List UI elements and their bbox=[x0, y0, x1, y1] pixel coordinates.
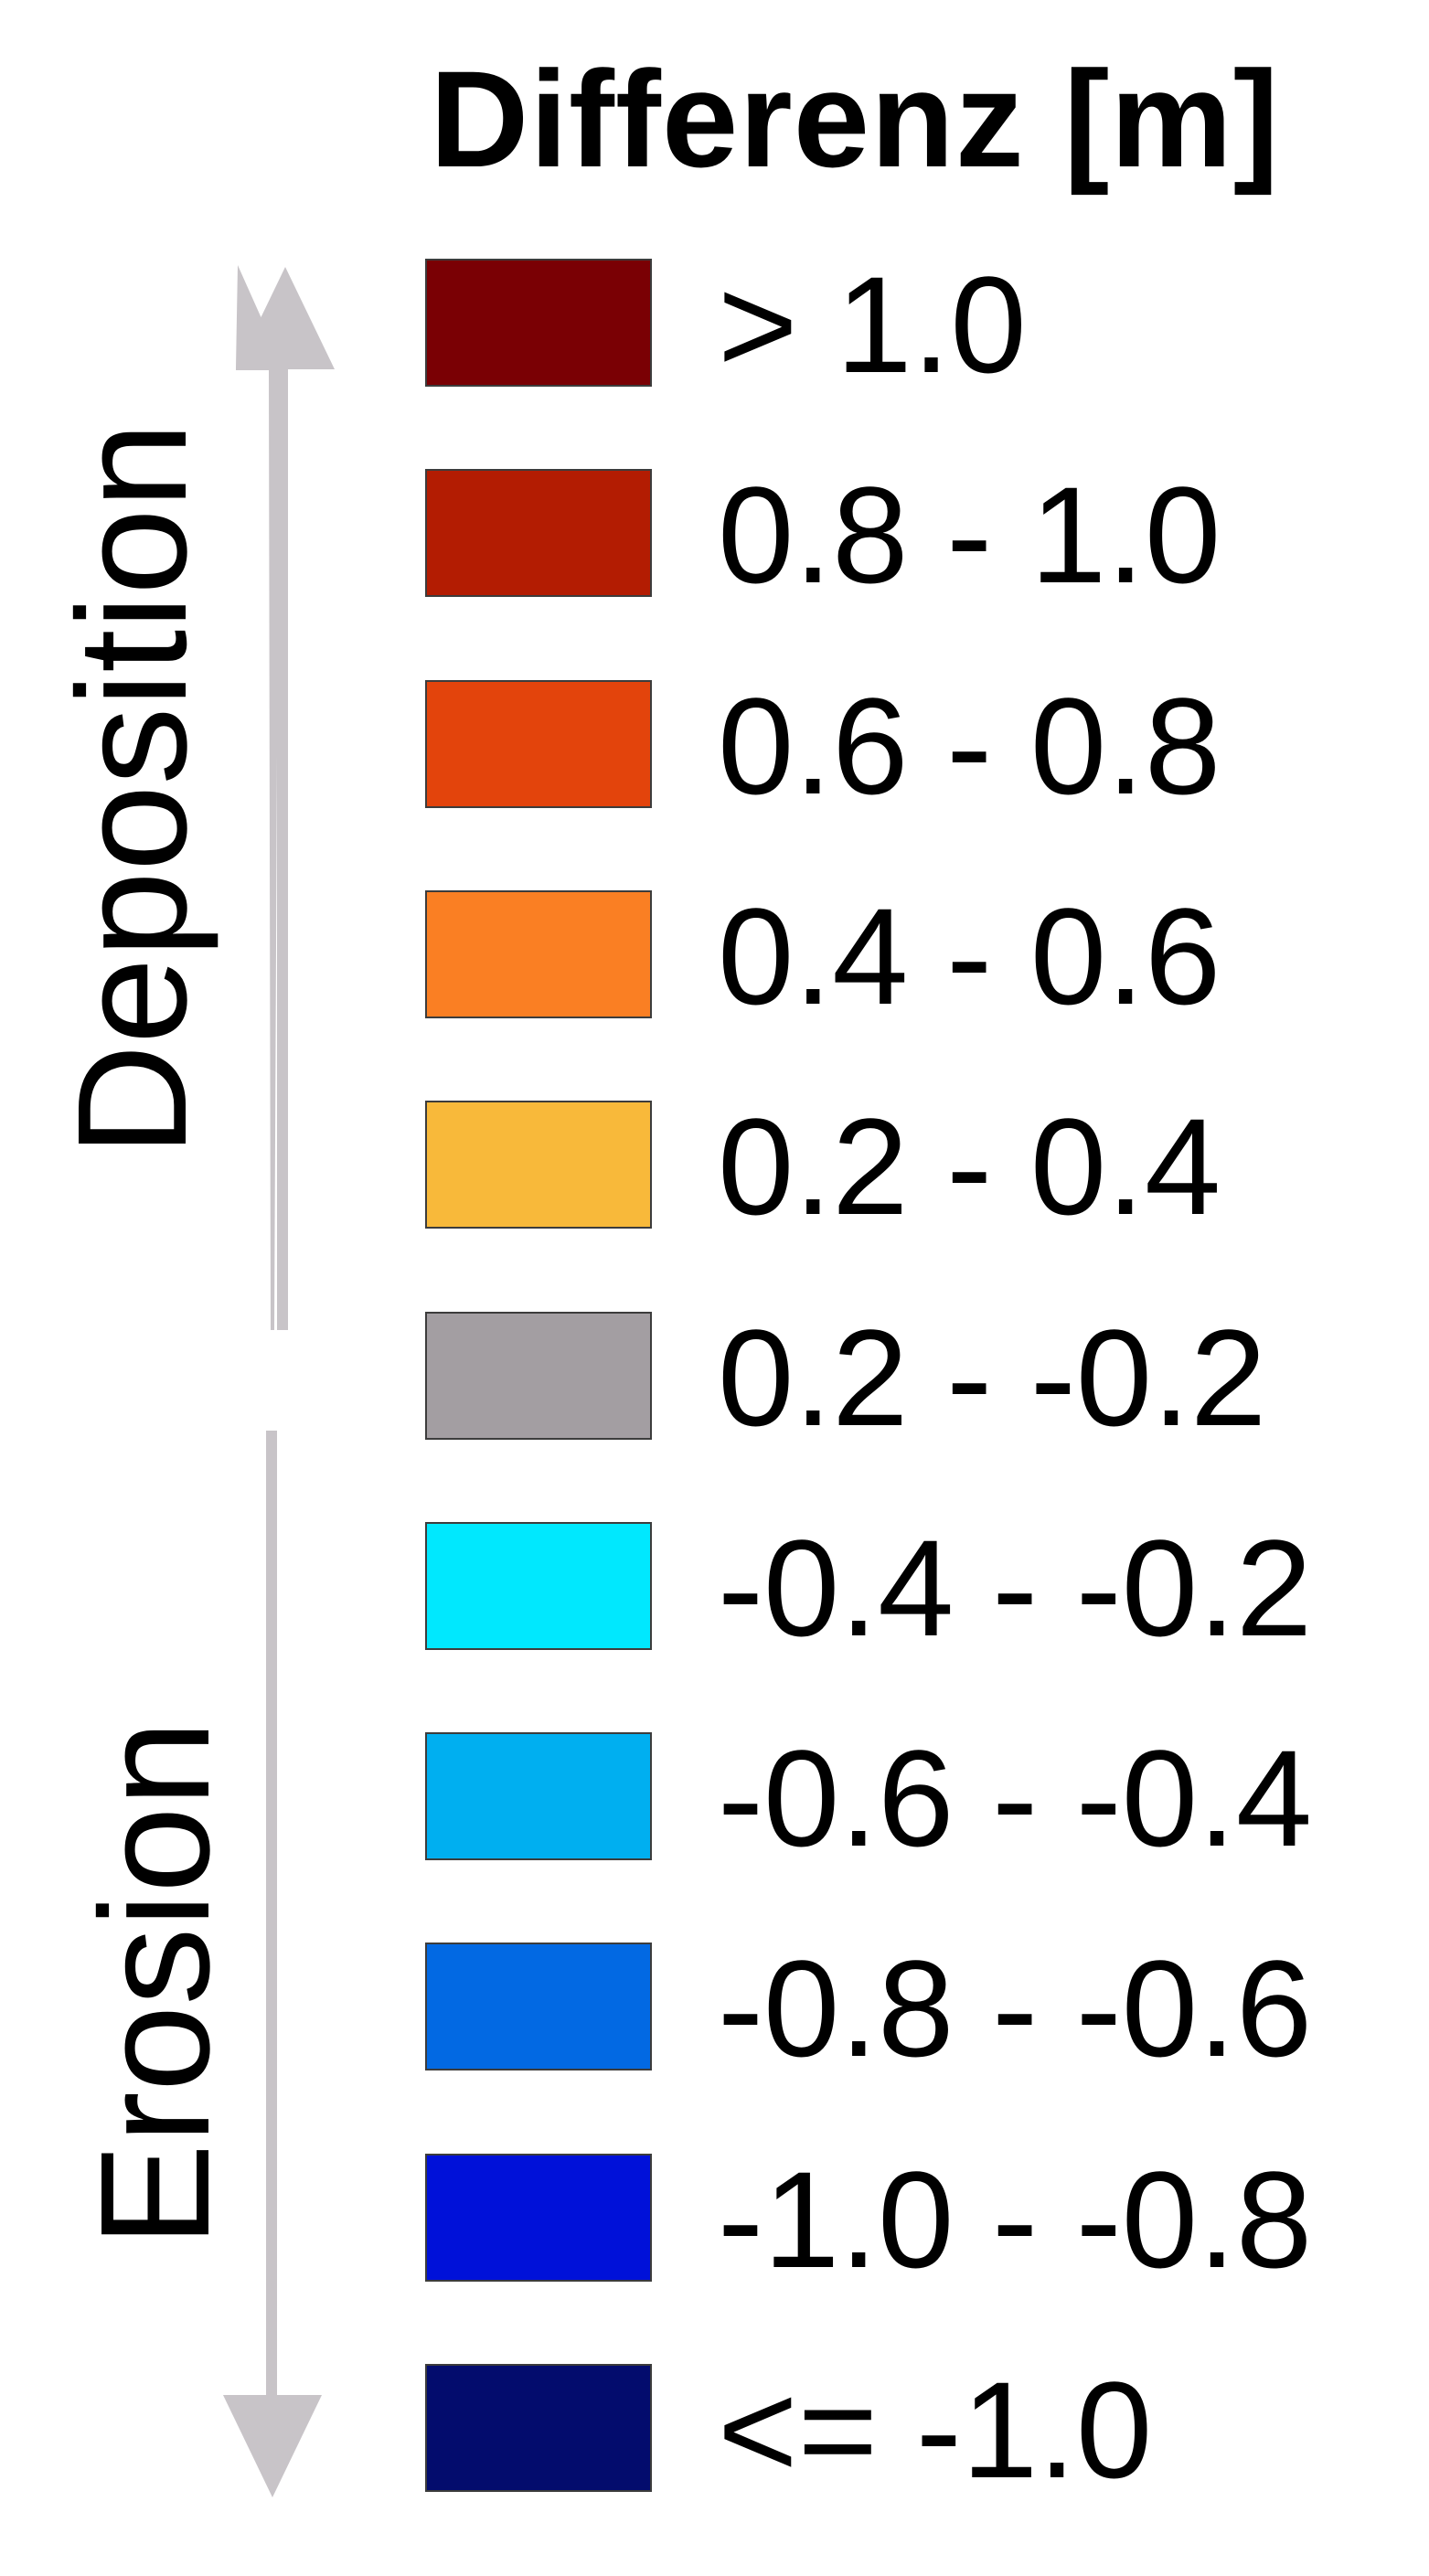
legend-item-label: 0.4 - 0.6 bbox=[718, 879, 1221, 1033]
legend-item: 0.6 - 0.8 bbox=[425, 669, 1422, 823]
legend-item: 0.8 - 1.0 bbox=[425, 458, 1422, 612]
legend-item-label: <= -1.0 bbox=[718, 2353, 1153, 2507]
legend-item: 0.2 - 0.4 bbox=[425, 1090, 1422, 1243]
color-swatch bbox=[425, 2364, 652, 2492]
color-swatch bbox=[425, 1522, 652, 1650]
color-swatch bbox=[425, 469, 652, 597]
legend-item-label: -0.8 - -0.6 bbox=[718, 1932, 1313, 2085]
legend-item: <= -1.0 bbox=[425, 2353, 1422, 2507]
legend-item: 0.4 - 0.6 bbox=[425, 879, 1422, 1033]
legend-item-label: -1.0 - -0.8 bbox=[718, 2143, 1313, 2296]
legend-item-label: -0.6 - -0.4 bbox=[718, 1721, 1313, 1875]
direction-arrows bbox=[223, 265, 335, 2497]
color-swatch bbox=[425, 1943, 652, 2070]
color-swatch bbox=[425, 259, 652, 387]
color-swatch bbox=[425, 680, 652, 808]
color-swatch bbox=[425, 2154, 652, 2282]
legend-item-label: 0.2 - 0.4 bbox=[718, 1090, 1221, 1243]
color-swatch bbox=[425, 1732, 652, 1860]
color-swatch bbox=[425, 890, 652, 1018]
legend-item-label: > 1.0 bbox=[718, 248, 1027, 401]
arrow-down-icon bbox=[223, 1431, 322, 2497]
arrow-up-icon bbox=[236, 265, 335, 1330]
legend-item: -0.8 - -0.6 bbox=[425, 1932, 1422, 2085]
legend-item: > 1.0 bbox=[425, 248, 1422, 401]
legend-title: Differenz [m] bbox=[430, 42, 1280, 196]
legend-item: -0.4 - -0.2 bbox=[425, 1511, 1422, 1665]
legend-item-label: -0.4 - -0.2 bbox=[718, 1511, 1313, 1665]
deposition-label: Deposition bbox=[46, 421, 219, 1156]
legend-item-label: 0.2 - -0.2 bbox=[718, 1301, 1267, 1454]
erosion-label: Erosion bbox=[69, 1719, 242, 2248]
color-swatch bbox=[425, 1101, 652, 1229]
color-swatch bbox=[425, 1312, 652, 1440]
legend-item-label: 0.6 - 0.8 bbox=[718, 669, 1221, 823]
legend-item: -1.0 - -0.8 bbox=[425, 2143, 1422, 2296]
legend-item: -0.6 - -0.4 bbox=[425, 1721, 1422, 1875]
legend-item-label: 0.8 - 1.0 bbox=[718, 458, 1221, 612]
legend-item: 0.2 - -0.2 bbox=[425, 1301, 1422, 1454]
